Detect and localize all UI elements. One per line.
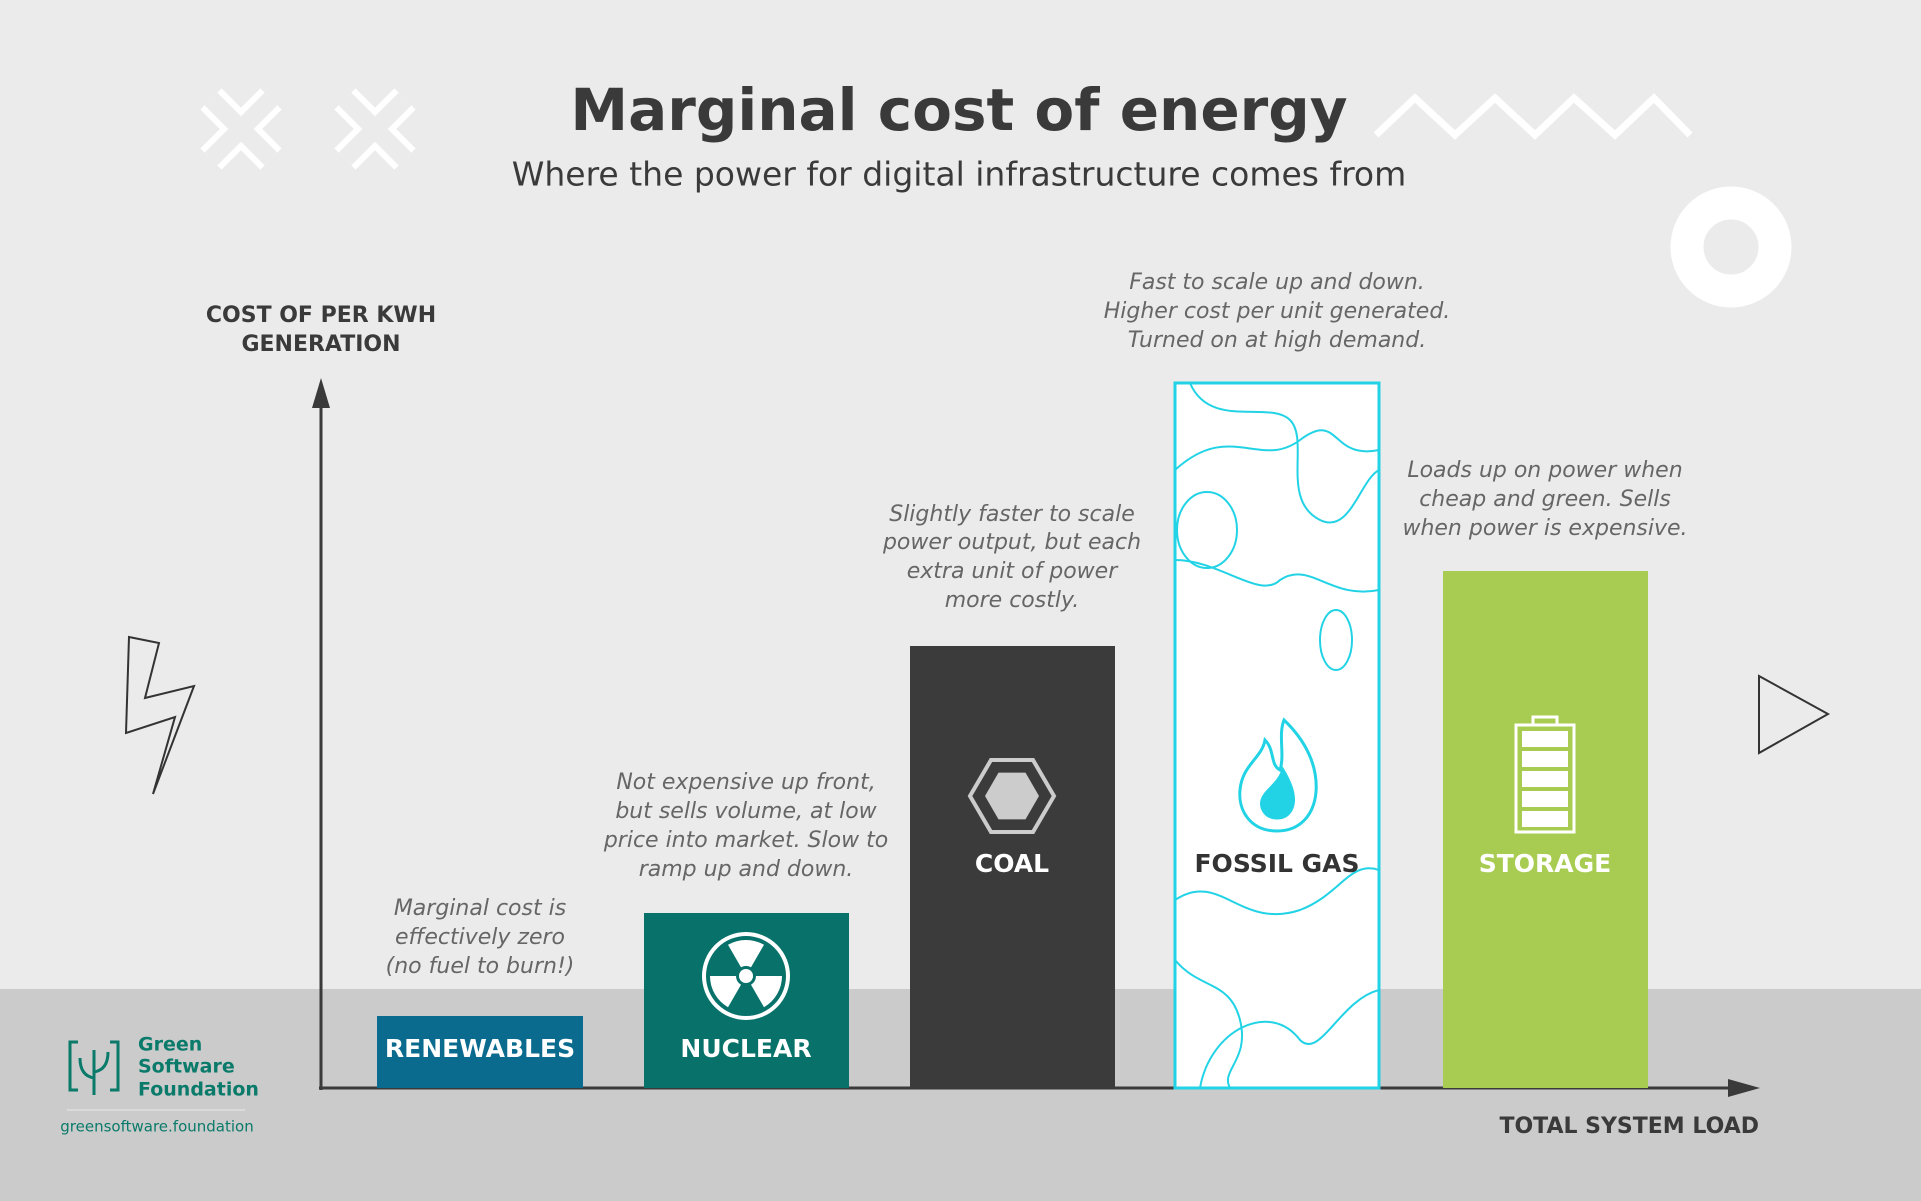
logo-url: greensoftware.foundation — [60, 1118, 253, 1136]
bar-note: Loads up on power when — [1407, 458, 1682, 483]
icon-hexagon — [967, 758, 1057, 834]
gas-pattern — [1175, 383, 1379, 1088]
y-axis-label: GENERATION — [241, 332, 400, 357]
bar-note: cheap and green. Sells — [1419, 487, 1671, 512]
x-stroke — [338, 92, 412, 166]
battery-cell — [1522, 731, 1568, 747]
contour — [1175, 959, 1243, 1088]
y-axis-arrow — [312, 378, 330, 408]
bar-note: Fast to scale up and down. — [1129, 270, 1425, 295]
logo-bracket — [110, 1040, 120, 1092]
bar-note: power output, but each — [882, 530, 1141, 555]
subtitle: Where the power for digital infrastructu… — [512, 155, 1407, 194]
battery-cell — [1522, 771, 1568, 787]
flame-icon — [1238, 717, 1318, 833]
bar-label: FOSSIL GAS — [1194, 849, 1359, 878]
x-decoration — [200, 88, 416, 170]
bar-note: Turned on at high demand. — [1128, 328, 1426, 353]
bar-label: RENEWABLES — [385, 1034, 575, 1063]
logo-tree — [78, 1050, 110, 1095]
bar-note: but sells volume, at low — [615, 799, 877, 824]
contour — [1175, 867, 1379, 916]
contour — [1175, 429, 1379, 471]
icon-ring — [702, 932, 790, 1020]
bar-note: (no fuel to burn!) — [386, 954, 575, 979]
x-axis-arrow — [1728, 1079, 1760, 1097]
logo-bracket — [68, 1040, 78, 1092]
bar — [1443, 571, 1648, 1088]
bar — [1173, 381, 1381, 1090]
contour — [1319, 609, 1353, 671]
battery-body — [1514, 723, 1576, 834]
x-stroke — [204, 92, 278, 166]
bar-label: STORAGE — [1479, 849, 1612, 878]
bar-note: price into market. Slow to — [603, 828, 888, 853]
lightning-decoration — [124, 635, 196, 795]
flame-inner — [1260, 766, 1296, 820]
bar-note: effectively zero — [395, 925, 565, 950]
flame-outline — [1238, 717, 1318, 833]
radiation-icon — [702, 932, 790, 1020]
bar-note: Not expensive up front, — [616, 770, 875, 795]
icon-blade — [710, 976, 741, 1008]
logo-name: Software — [138, 1056, 235, 1078]
y-axis-label: COST OF PER KWH — [206, 303, 436, 328]
bar-note: when power is expensive. — [1402, 516, 1687, 541]
bar-note: more costly. — [945, 588, 1080, 613]
bar-label: COAL — [975, 849, 1049, 878]
bar — [910, 646, 1115, 1088]
logo-name: Green — [138, 1034, 202, 1056]
contour — [1175, 559, 1379, 593]
icon-hexagon — [985, 772, 1039, 820]
bar-note: ramp up and down. — [639, 857, 854, 882]
bar-note: Marginal cost is — [394, 896, 566, 921]
battery-icon — [1514, 715, 1576, 834]
title: Marginal cost of energy — [570, 76, 1347, 144]
bar-note: extra unit of power — [907, 559, 1119, 584]
battery-cell — [1522, 791, 1568, 807]
contour — [1199, 989, 1379, 1088]
zigzag-decoration — [1373, 93, 1693, 140]
icon-blade — [751, 976, 782, 1008]
icon-center — [739, 969, 753, 983]
battery-cell — [1522, 751, 1568, 767]
bar-note: Slightly faster to scale — [889, 502, 1135, 527]
logo-icon — [68, 1040, 120, 1095]
bar — [377, 1016, 583, 1088]
contour — [1176, 491, 1238, 569]
contour — [1189, 383, 1379, 524]
ring-decoration — [1670, 186, 1792, 308]
coal-icon — [967, 758, 1057, 834]
triangle-decoration — [1758, 674, 1831, 755]
logo-name: Foundation — [138, 1079, 259, 1101]
battery-cell — [1522, 811, 1568, 827]
icon-blade — [728, 939, 764, 968]
bar-label: NUCLEAR — [680, 1034, 811, 1063]
x-axis-label: TOTAL SYSTEM LOAD — [1499, 1114, 1759, 1139]
bar-note: Higher cost per unit generated. — [1104, 299, 1451, 324]
